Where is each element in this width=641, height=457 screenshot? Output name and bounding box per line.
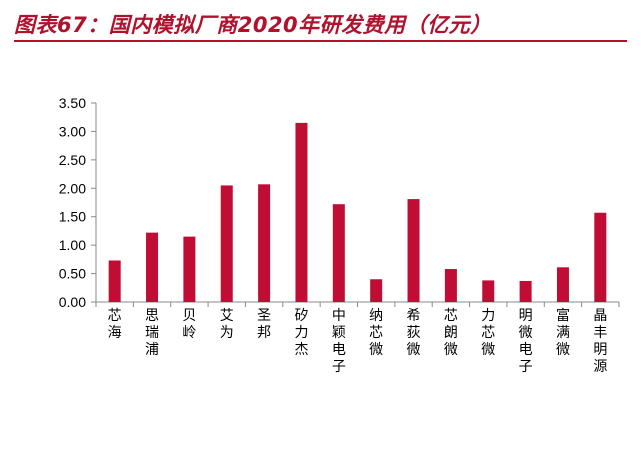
bar-晶丰明源 <box>594 212 607 302</box>
y-tick-label: 3.50 <box>59 95 86 111</box>
x-category-char: 微 <box>481 342 495 358</box>
x-category-label: 纳芯微 <box>369 308 383 358</box>
x-category-char: 海 <box>108 325 122 341</box>
x-category-char: 贝 <box>182 308 196 324</box>
bar-明微电子 <box>519 280 532 302</box>
x-category-char: 微 <box>519 325 533 341</box>
x-category-char: 晶 <box>593 308 607 324</box>
x-category-char: 中 <box>332 308 346 324</box>
chart-title: 图表67：国内模拟厂商2020年研发费用（亿元） <box>14 13 492 37</box>
x-category-char: 荻 <box>407 325 421 341</box>
x-category-label: 矽力杰 <box>294 308 308 358</box>
y-tick-label: 1.50 <box>59 209 86 225</box>
x-category-char: 富 <box>556 307 570 324</box>
bar-富满微 <box>556 267 569 302</box>
x-category-char: 力 <box>294 325 308 341</box>
x-category-char: 杰 <box>294 342 308 358</box>
x-category-char: 思 <box>145 308 159 324</box>
bar-力芯微 <box>482 280 495 302</box>
bar-贝岭 <box>183 236 196 302</box>
y-axis: 3.50 3.00 2.50 2.00 1.50 1.00 0.50 0.00 <box>59 95 97 310</box>
x-category-char: 艾 <box>220 308 234 324</box>
x-category-char: 浦 <box>145 342 159 358</box>
x-category-char: 微 <box>369 342 383 358</box>
x-category-char: 满 <box>556 325 570 341</box>
x-category-char: 微 <box>556 342 570 358</box>
y-tick-label: 3.00 <box>59 123 86 139</box>
x-category-char: 矽 <box>294 308 308 324</box>
x-category-label: 明微电子 <box>519 308 533 375</box>
x-category-label: 芯朗微 <box>444 308 458 358</box>
x-category-char: 朗 <box>444 325 458 341</box>
x-category-char: 子 <box>332 359 346 375</box>
bars <box>108 122 607 303</box>
category-labels: 芯海思瑞浦贝岭艾为圣邦矽力杰中颖电子纳芯微希荻微芯朗微力芯微明微电子富满微晶丰明… <box>108 307 608 375</box>
x-category-char: 微 <box>444 342 458 358</box>
x-category-char: 子 <box>519 359 533 375</box>
y-tick-label: 2.50 <box>59 152 86 168</box>
x-category-char: 明 <box>519 308 533 324</box>
x-category-char: 电 <box>332 342 346 358</box>
x-category-char: 电 <box>519 342 533 358</box>
x-category-char: 圣 <box>257 308 271 324</box>
x-category-char: 瑞 <box>145 325 159 341</box>
x-category-char: 芯 <box>369 325 383 341</box>
x-category-char: 力 <box>481 308 495 324</box>
x-category-char: 芯 <box>481 325 495 341</box>
y-tick-label: 2.00 <box>59 180 86 196</box>
x-category-char: 芯 <box>108 308 122 324</box>
bar-圣邦 <box>258 184 271 302</box>
x-category-label: 艾为 <box>220 308 234 341</box>
x-category-char: 希 <box>407 308 421 324</box>
x-category-char: 丰 <box>593 325 607 341</box>
x-category-char: 源 <box>593 359 607 375</box>
y-tick-label: 1.00 <box>59 237 86 253</box>
x-category-label: 芯海 <box>108 308 122 341</box>
x-axis <box>95 301 620 307</box>
x-category-char: 颖 <box>332 325 346 341</box>
bar-艾为 <box>220 185 233 302</box>
x-category-char: 邦 <box>257 325 271 341</box>
x-category-label: 思瑞浦 <box>145 308 159 358</box>
x-category-char: 岭 <box>182 325 196 341</box>
bar-矽力杰 <box>295 122 308 303</box>
x-category-char: 微 <box>407 342 421 358</box>
bar-中颖电子 <box>332 204 345 302</box>
x-category-label: 力芯微 <box>481 308 495 358</box>
x-category-label: 圣邦 <box>257 308 271 341</box>
x-category-label: 希荻微 <box>407 308 421 358</box>
x-category-char: 芯 <box>444 308 458 324</box>
bar-希荻微 <box>407 199 420 302</box>
y-tick-label: 0.00 <box>59 294 86 310</box>
x-category-label: 晶丰明源 <box>593 308 607 375</box>
x-category-label: 贝岭 <box>182 308 196 341</box>
x-category-char: 明 <box>593 342 607 358</box>
bar-芯海 <box>108 260 121 302</box>
bar-纳芯微 <box>370 279 383 302</box>
x-category-label: 富满微 <box>556 307 570 358</box>
y-tick-label: 0.50 <box>59 266 86 282</box>
bar-芯朗微 <box>444 269 457 302</box>
x-category-char: 纳 <box>369 308 383 324</box>
bar-思瑞浦 <box>146 232 159 302</box>
x-category-char: 为 <box>220 325 234 341</box>
x-category-label: 中颖电子 <box>332 308 346 375</box>
title-bar: 图表67：国内模拟厂商2020年研发费用（亿元） <box>14 6 627 42</box>
